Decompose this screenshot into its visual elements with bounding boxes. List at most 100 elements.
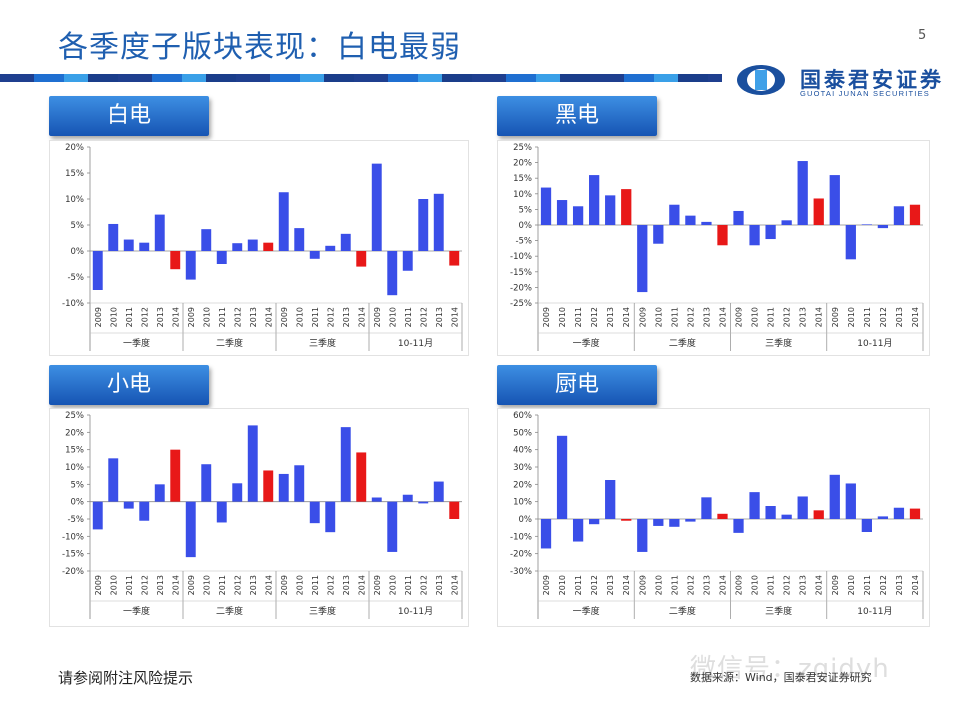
bar <box>433 481 444 502</box>
bar <box>356 251 367 267</box>
x-tick-label: 2010 <box>202 575 211 595</box>
bar <box>108 458 119 502</box>
x-tick-label: 2013 <box>799 575 808 595</box>
bar <box>185 501 196 558</box>
y-tick-label: -30% <box>510 567 532 577</box>
y-tick-label: 20% <box>513 480 532 490</box>
logo-text-en: GUOTAI JUNAN SECURITIES <box>800 89 930 98</box>
x-tick-label: 2013 <box>435 575 444 595</box>
x-tick-label: 2013 <box>606 575 615 595</box>
panel-title-xiaodian: 小电 <box>49 365 209 405</box>
x-tick-label: 2013 <box>342 575 351 595</box>
bar <box>685 215 696 225</box>
x-tick-label: 2011 <box>125 307 134 327</box>
bar <box>556 435 568 519</box>
x-tick-label: 2009 <box>638 575 647 595</box>
bar <box>733 210 744 225</box>
y-tick-label: 10% <box>513 498 532 508</box>
bar <box>572 519 584 542</box>
bar <box>556 200 568 225</box>
bar <box>201 464 212 502</box>
bar <box>829 474 840 519</box>
x-tick-label: 2013 <box>895 307 904 327</box>
x-tick-label: 2013 <box>156 575 165 595</box>
x-tick-label: 2013 <box>249 307 258 327</box>
x-tick-label: 2013 <box>435 307 444 327</box>
x-tick-label: 2009 <box>280 575 289 595</box>
y-tick-label: 10% <box>65 463 84 473</box>
y-tick-label: 15% <box>513 174 532 184</box>
y-tick-label: -20% <box>510 283 532 293</box>
bar <box>749 492 760 519</box>
x-tick-label: 2009 <box>187 307 196 327</box>
bar <box>669 519 680 527</box>
x-tick-label: 2014 <box>815 307 824 327</box>
bar <box>813 510 824 519</box>
bar <box>433 193 444 251</box>
y-tick-label: 10% <box>513 190 532 200</box>
x-tick-label: 2010 <box>388 307 397 327</box>
bar <box>201 229 212 251</box>
bar <box>637 225 648 293</box>
company-logo: 国泰君安证券 GUOTAI JUNAN SECURITIES <box>736 64 952 98</box>
bar <box>733 519 744 533</box>
x-tick-label: 2009 <box>94 575 103 595</box>
bar <box>605 195 616 225</box>
bar <box>371 163 382 251</box>
chart-svg-baidian: -10% -5% 0% 5% 10% 15% 20% 2009 2010 2011 2012 2013… <box>62 143 463 351</box>
x-tick-label: 2014 <box>171 575 180 595</box>
x-tick-label: 2011 <box>863 575 872 595</box>
bar <box>263 242 274 251</box>
bar <box>909 508 921 519</box>
group-label: 二季度 <box>669 605 696 617</box>
y-tick-label: 50% <box>513 428 532 438</box>
bar <box>701 221 712 225</box>
y-tick-label: 15% <box>65 446 84 456</box>
y-tick-label: 60% <box>513 411 532 421</box>
bar <box>653 225 664 244</box>
bar <box>621 189 632 225</box>
group-label: 三季度 <box>765 605 792 617</box>
x-tick-label: 2009 <box>94 307 103 327</box>
bar <box>717 225 728 246</box>
y-tick-label: 20% <box>513 159 532 169</box>
x-tick-label: 2011 <box>574 575 583 595</box>
chart-baidian: -10% -5% 0% 5% 10% 15% 20% 2009 2010 2011 2012 2013… <box>49 140 469 356</box>
x-tick-label: 2011 <box>767 575 776 595</box>
x-tick-label: 2010 <box>751 575 760 595</box>
bar <box>765 225 776 240</box>
bar <box>449 501 460 519</box>
x-tick-label: 2011 <box>404 575 413 595</box>
y-tick-label: 5% <box>519 205 533 215</box>
bar <box>325 245 336 251</box>
x-tick-label: 2012 <box>419 575 428 595</box>
x-tick-label: 2011 <box>218 575 227 595</box>
bar <box>781 514 792 519</box>
y-tick-label: -5% <box>515 237 532 247</box>
y-tick-label: 0% <box>519 221 533 231</box>
y-tick-label: -15% <box>62 550 84 560</box>
y-tick-label: -5% <box>67 515 84 525</box>
panel-title-baidian: 白电 <box>49 96 209 136</box>
bar <box>621 519 632 521</box>
bar <box>356 452 367 502</box>
x-tick-label: 2010 <box>654 307 663 327</box>
panel-title-chudian: 厨电 <box>497 365 657 405</box>
x-tick-label: 2010 <box>558 307 567 327</box>
bar <box>749 225 760 246</box>
bar <box>797 496 808 519</box>
y-tick-label: 0% <box>71 498 85 508</box>
x-tick-label: 2012 <box>233 575 242 595</box>
x-tick-label: 2013 <box>895 575 904 595</box>
x-tick-label: 2010 <box>295 307 304 327</box>
x-tick-label: 2012 <box>140 575 149 595</box>
x-tick-label: 2012 <box>590 307 599 327</box>
bar <box>589 175 600 225</box>
x-tick-label: 2012 <box>686 575 695 595</box>
x-tick-label: 2009 <box>735 575 744 595</box>
x-tick-label: 2011 <box>404 307 413 327</box>
risk-disclosure-note: 请参阅附注风险提示 <box>58 669 194 687</box>
x-tick-label: 2009 <box>831 575 840 595</box>
bar <box>263 470 274 502</box>
x-tick-label: 2014 <box>718 575 727 595</box>
